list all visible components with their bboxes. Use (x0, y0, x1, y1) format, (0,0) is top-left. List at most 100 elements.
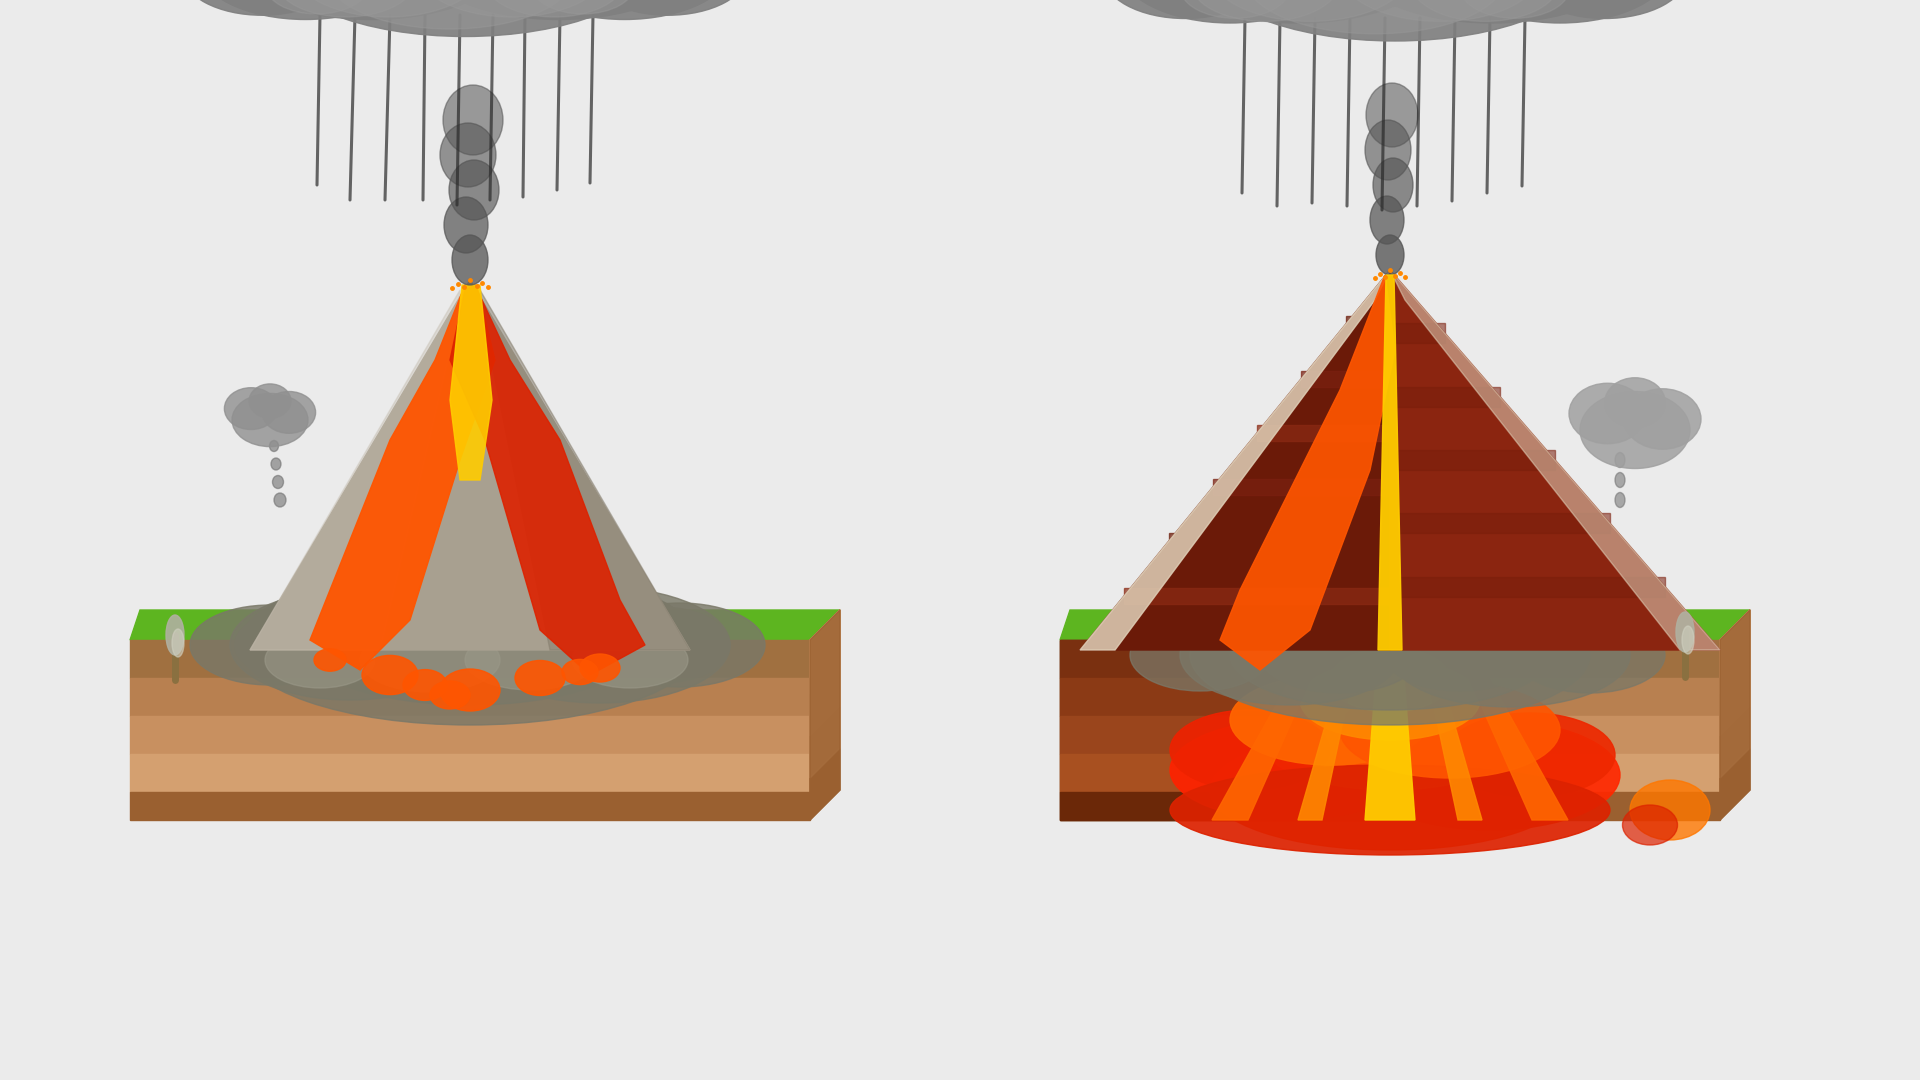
Polygon shape (1060, 640, 1390, 678)
Ellipse shape (1181, 605, 1400, 705)
Ellipse shape (1131, 619, 1269, 691)
Polygon shape (1298, 660, 1356, 820)
Ellipse shape (449, 160, 499, 220)
Polygon shape (131, 792, 810, 820)
Polygon shape (1720, 610, 1749, 820)
Polygon shape (1720, 610, 1749, 820)
Ellipse shape (440, 669, 499, 711)
Ellipse shape (465, 630, 595, 690)
Ellipse shape (451, 235, 488, 285)
Ellipse shape (1676, 612, 1693, 652)
Polygon shape (810, 610, 841, 735)
Ellipse shape (440, 123, 495, 187)
Ellipse shape (1409, 0, 1559, 22)
Ellipse shape (530, 0, 636, 14)
Ellipse shape (563, 660, 597, 685)
Polygon shape (1390, 513, 1611, 534)
Polygon shape (1060, 640, 1400, 820)
Polygon shape (1213, 480, 1390, 495)
Ellipse shape (1523, 0, 1688, 18)
Ellipse shape (1169, 710, 1331, 789)
Polygon shape (1060, 754, 1390, 792)
Ellipse shape (275, 492, 286, 507)
Ellipse shape (240, 565, 701, 725)
Polygon shape (810, 610, 841, 820)
Ellipse shape (276, 0, 653, 37)
Polygon shape (1379, 275, 1402, 650)
Ellipse shape (1365, 120, 1411, 180)
Polygon shape (1425, 660, 1482, 820)
Polygon shape (1060, 716, 1720, 754)
Polygon shape (1390, 387, 1500, 407)
Polygon shape (1258, 424, 1390, 441)
Polygon shape (131, 610, 841, 640)
Ellipse shape (1231, 675, 1430, 765)
Ellipse shape (271, 458, 280, 470)
Ellipse shape (225, 388, 278, 430)
Ellipse shape (190, 605, 349, 685)
Ellipse shape (516, 0, 733, 19)
Ellipse shape (1515, 617, 1665, 693)
Polygon shape (810, 610, 841, 652)
Polygon shape (1365, 650, 1415, 820)
Ellipse shape (273, 475, 284, 488)
Ellipse shape (182, 0, 342, 15)
Polygon shape (1390, 270, 1720, 650)
Polygon shape (449, 285, 492, 480)
Ellipse shape (363, 656, 419, 694)
Polygon shape (309, 285, 495, 670)
Polygon shape (1169, 534, 1390, 550)
Ellipse shape (1605, 378, 1665, 428)
Ellipse shape (321, 603, 499, 687)
Ellipse shape (415, 0, 705, 19)
Polygon shape (810, 610, 841, 778)
Polygon shape (1060, 792, 1390, 820)
Ellipse shape (1682, 626, 1693, 654)
Polygon shape (1212, 660, 1319, 820)
Polygon shape (1060, 754, 1720, 792)
Ellipse shape (1117, 0, 1342, 23)
Polygon shape (1060, 716, 1390, 754)
Ellipse shape (1210, 0, 1409, 22)
Ellipse shape (484, 0, 626, 17)
Ellipse shape (1377, 235, 1404, 275)
Ellipse shape (315, 649, 346, 671)
Ellipse shape (1102, 0, 1267, 18)
Ellipse shape (1371, 195, 1404, 244)
Ellipse shape (417, 0, 607, 17)
Polygon shape (449, 285, 645, 675)
Ellipse shape (595, 603, 764, 687)
Ellipse shape (1148, 0, 1448, 23)
Polygon shape (1720, 610, 1749, 652)
Ellipse shape (1384, 619, 1534, 691)
Ellipse shape (165, 615, 184, 654)
Polygon shape (1390, 323, 1446, 343)
Polygon shape (131, 640, 810, 678)
Ellipse shape (265, 0, 369, 14)
Polygon shape (1720, 610, 1749, 778)
Polygon shape (1302, 370, 1390, 387)
Ellipse shape (234, 610, 365, 680)
Ellipse shape (1342, 0, 1642, 23)
Ellipse shape (173, 629, 184, 657)
Ellipse shape (1365, 83, 1419, 147)
Polygon shape (1060, 792, 1720, 820)
Ellipse shape (1300, 660, 1480, 740)
Ellipse shape (1190, 585, 1590, 725)
Polygon shape (1060, 640, 1720, 678)
Polygon shape (1125, 588, 1390, 604)
Ellipse shape (1622, 805, 1678, 845)
Ellipse shape (470, 588, 730, 703)
Ellipse shape (294, 0, 484, 17)
Ellipse shape (1624, 389, 1701, 449)
Ellipse shape (1169, 720, 1409, 820)
Ellipse shape (265, 632, 374, 688)
Ellipse shape (1448, 0, 1672, 23)
Polygon shape (1390, 270, 1720, 650)
Ellipse shape (361, 627, 499, 692)
Ellipse shape (1190, 0, 1340, 22)
Ellipse shape (269, 441, 278, 451)
Ellipse shape (1615, 473, 1624, 487)
Ellipse shape (444, 197, 488, 253)
Polygon shape (1079, 270, 1390, 650)
